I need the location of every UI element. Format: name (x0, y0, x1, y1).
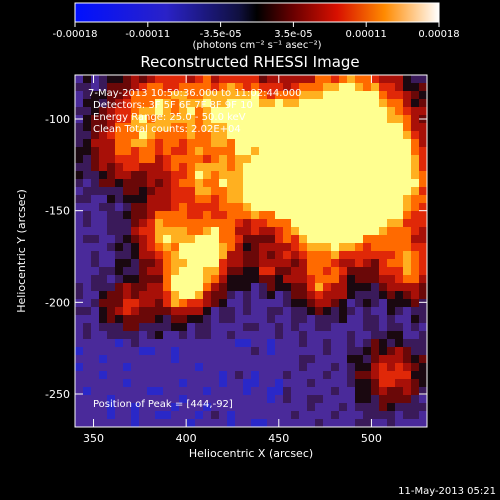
method-counts-text: Clean Total counts: 2.02E+04 (93, 124, 241, 135)
x-tick-label: 450 (268, 432, 289, 445)
plot-frame (74, 74, 428, 428)
y-axis-label: Heliocentric Y (arcsec) (15, 189, 28, 313)
x-axis-label: Heliocentric X (arcsec) (189, 447, 313, 460)
time-range-text: 7-May-2013 10:50:36.000 to 11:02:44.000 (88, 88, 301, 99)
colorbar-tick-label: 0.00018 (418, 29, 459, 40)
x-axis: 350 400 450 500 (83, 75, 382, 445)
energy-range-text: Energy Range: 25.0 - 50.0 keV (93, 112, 246, 123)
x-tick-label: 350 (83, 432, 104, 445)
peak-position-text: Position of Peak = [444,-92] (93, 399, 233, 410)
y-tick-label: -250 (45, 388, 70, 401)
colorbar-tick-label: -0.00011 (125, 29, 170, 40)
colorbar-tick-label: 0.00011 (346, 29, 387, 40)
colorbar-tick-label: 3.5e-05 (274, 29, 312, 40)
colorbar-unit-label: (photons cm⁻² s⁻¹ asec⁻²) (192, 40, 321, 51)
colorbar (74, 2, 440, 23)
detectors-text: Detectors: 3F 5F 6F 7F 8F 9F 10 (93, 100, 253, 111)
y-tick-label: -150 (45, 205, 70, 218)
plot-title: Reconstructed RHESSI Image (140, 53, 359, 71)
solar-image (75, 75, 427, 427)
colorbar-tick-label: -0.00018 (53, 29, 98, 40)
colorbar-ticks: -0.00018 -0.00011 -3.5e-05 3.5e-05 0.00011 0.… (53, 22, 460, 40)
footer-date: 11-May-2013 05:21 (398, 486, 496, 497)
y-tick-label: -200 (45, 296, 70, 309)
colorbar-tick-label: -3.5e-05 (200, 29, 242, 40)
x-tick-label: 500 (361, 432, 382, 445)
x-tick-label: 400 (176, 432, 197, 445)
y-axis: -100 -150 -200 -250 (45, 113, 427, 401)
y-tick-label: -100 (45, 113, 70, 126)
